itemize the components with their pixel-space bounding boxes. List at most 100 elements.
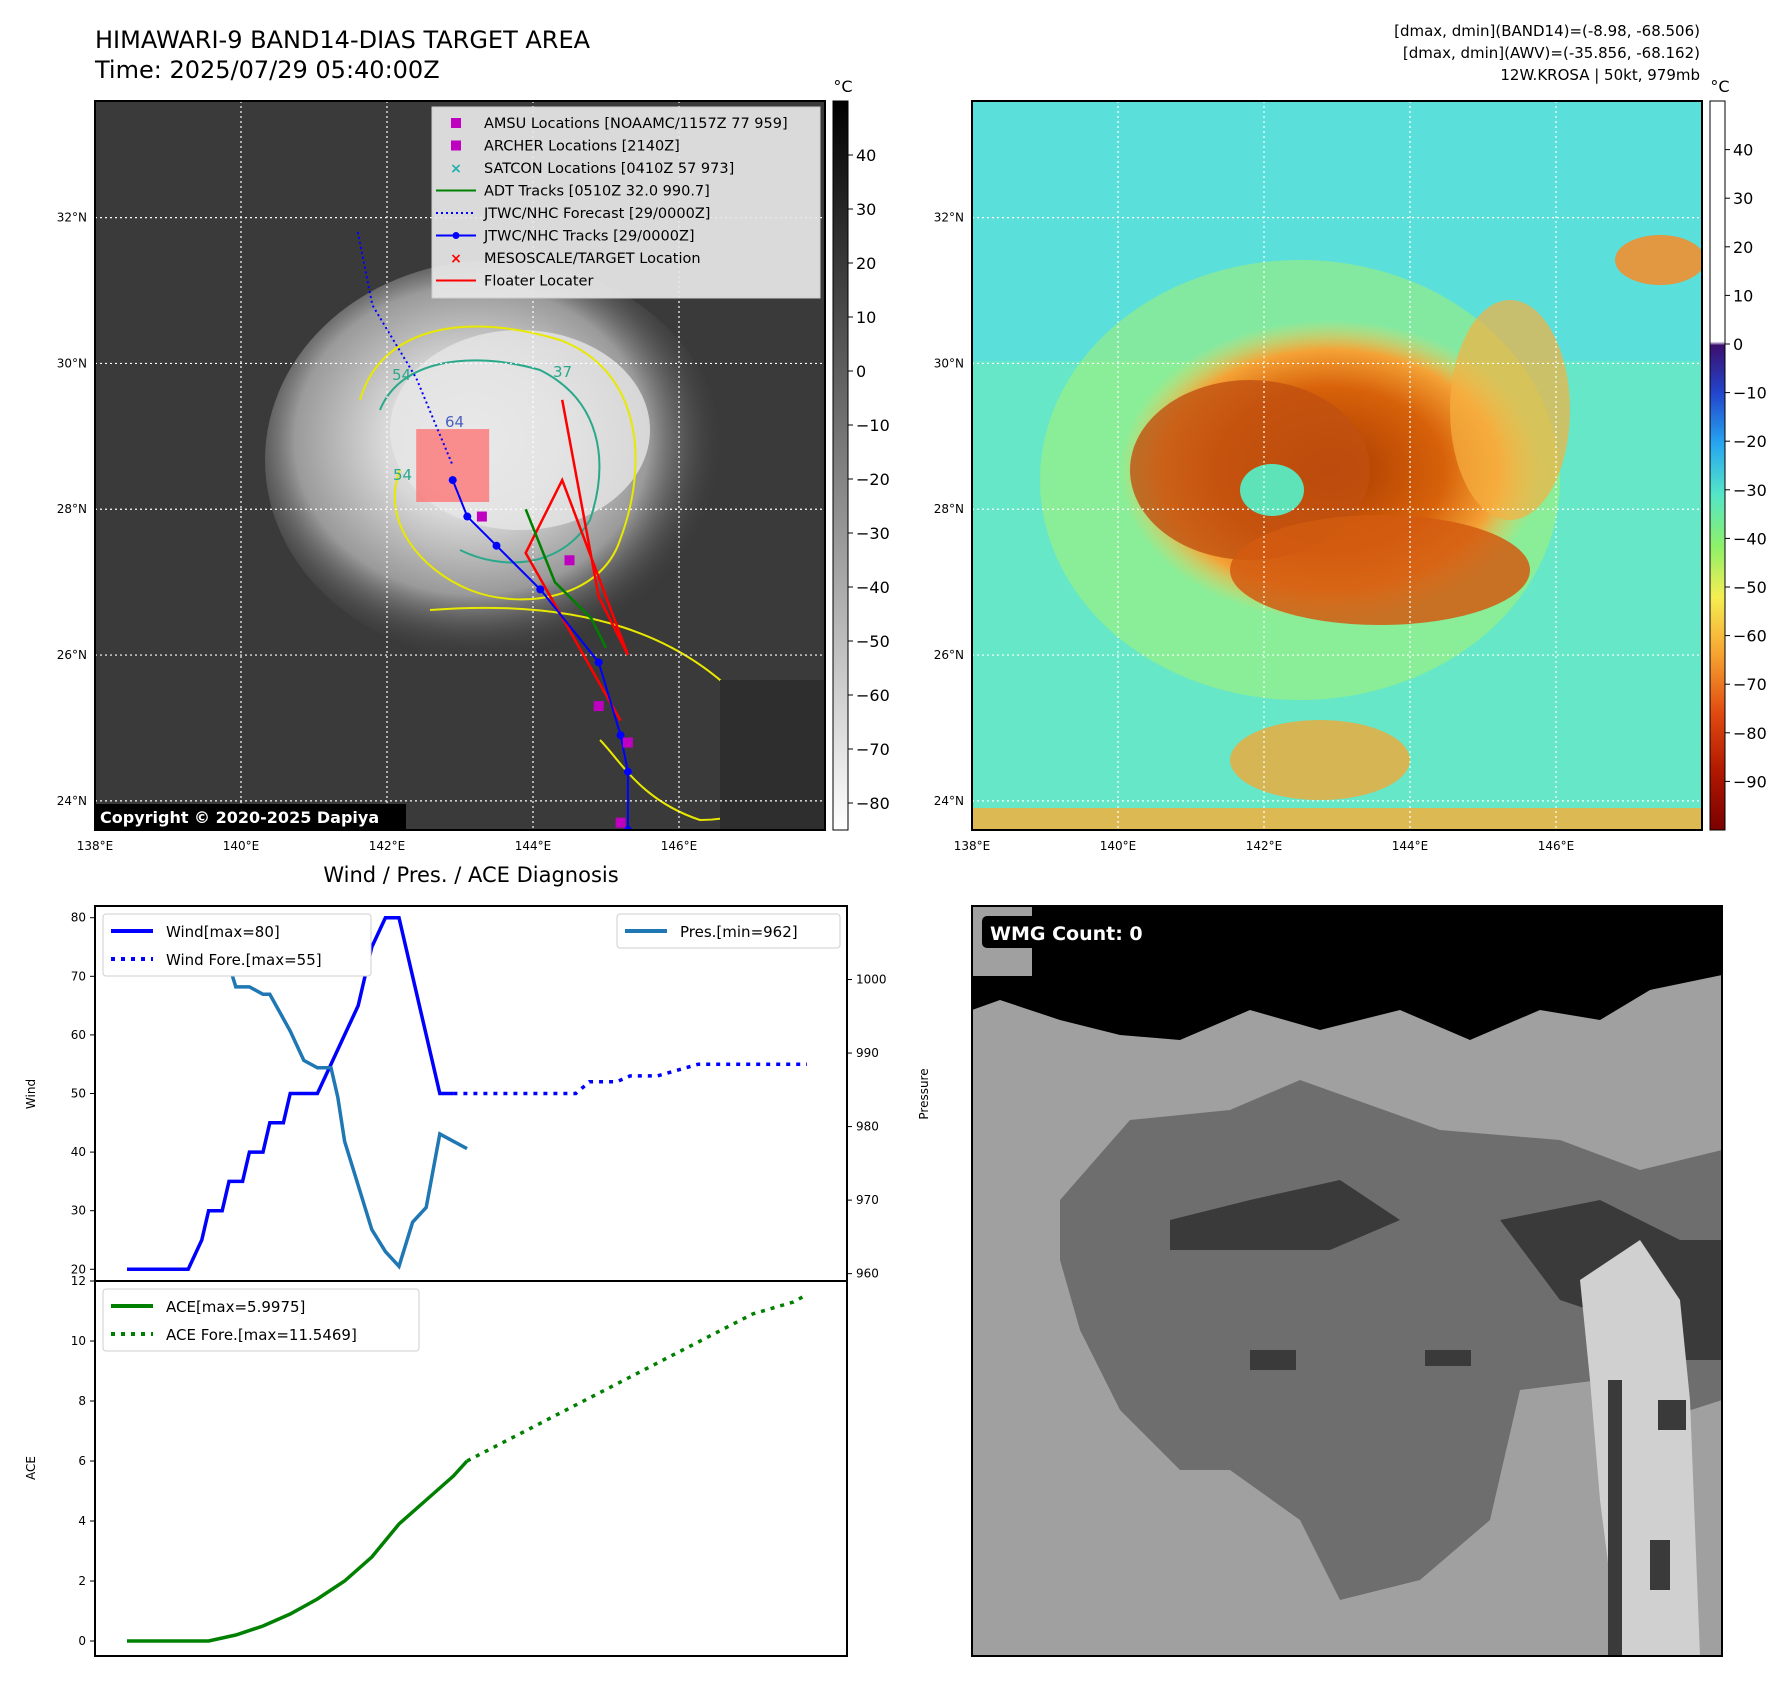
axis-tick-label: 970 [856,1193,879,1207]
colorbar-tick-label: 30 [856,200,876,219]
copyright-text: Copyright © 2020-2025 Dapiya [100,808,379,827]
jtwc-track-point [463,512,472,521]
colorbar-tick-label: 10 [856,308,876,327]
colorbar-tick-label: −90 [1733,772,1767,791]
colorbar-tick-label: 0 [1733,335,1743,354]
colorbar-tick-label: −40 [856,578,890,597]
colorbar-tick-label: 0 [856,362,866,381]
legend-label: JTWC/NHC Forecast [29/0000Z] [483,206,710,222]
ace-legend-label: ACE[max=5.9975] [166,1298,305,1316]
lat-tick-label: 26°N [934,648,964,662]
lat-tick-label: 32°N [934,211,964,225]
colorbar-tick-label: −30 [1733,481,1767,500]
contour-label: 64 [445,413,464,431]
axis-tick-label: 2 [78,1574,86,1588]
colorbar-left-ticks: 40 30 20 10 0 −10 −20 −30 −40 −50 −60 −70 −80 [848,146,890,813]
mesoscale-target-box [416,429,490,502]
colorbar-tick-label: −20 [1733,432,1767,451]
amsu-location [622,737,633,748]
wmg-dark-spot-2 [1425,1350,1471,1366]
colorbar-tick-label: −80 [1733,724,1767,743]
axis-tick-label: 10 [71,1334,86,1348]
amsu-location [564,555,575,566]
axis-tick-label: 6 [78,1454,86,1468]
lon-tick-label: 144°E [515,839,552,853]
awv-map-panel: 32°N 30°N 28°N 26°N 24°N 138°E 140°E 142°E 144°… [934,100,1703,853]
wind-legend-label: Wind[max=80] [166,923,280,941]
jtwc-track-point [448,476,457,485]
amsu-location [615,817,626,828]
contour-teal [379,359,601,564]
wmg-dark-cell-south [1650,1540,1670,1590]
lat-tick-label: 24°N [57,794,87,808]
jtwc-track-point [594,658,603,667]
axis-tick-label: 50 [71,1087,86,1101]
legend-label: SATCON Locations [0410Z 57 973] [484,161,734,177]
axis-tick-label: 0 [78,1634,86,1648]
diagnosis-title: Wind / Pres. / ACE Diagnosis [323,863,618,887]
contour-label: 54 [392,366,411,384]
copyright-box [95,804,406,830]
colorbar-tick-label: 20 [856,254,876,273]
jtwc-track-point [536,585,545,594]
axis-tick-label: 80 [71,911,86,925]
jtwc-track-point [616,731,625,740]
wmg-dark-band [1170,1180,1400,1250]
wind-pressure-chart: Wind Pressure 80 70 60 50 40 30 20 1000 990 980 9… [24,905,931,1282]
axis-tick-label: 980 [856,1120,879,1134]
colorbar-right-gradient [1709,100,1726,831]
lat-tick-label: 30°N [57,356,87,370]
wmg-dark-cell [1658,1400,1686,1430]
map-legend [431,106,821,299]
colorbar-right: °C 40 30 20 10 0 −10 −20 −30 −40 −50 −60 −70 −80 −90 [1709,77,1767,831]
wmg-label-box [982,916,1164,948]
awv-south-edge [972,808,1702,830]
legend-label: MESOSCALE/TARGET Location [484,251,701,267]
info-band14: [dmax, dmin](BAND14)=(-8.98, -68.506) [1394,22,1700,40]
wmg-dark-spot-1 [1250,1350,1296,1370]
lat-tick-label: 26°N [57,648,87,662]
axis-tick-label: 960 [856,1267,879,1281]
colorbar-tick-label: 10 [1733,286,1753,305]
lon-tick-label: 142°E [1246,839,1283,853]
ace-tick-labels: 12 10 8 6 4 2 0 [71,1274,95,1648]
amsu-location [476,511,487,522]
awv-eye [1240,464,1304,516]
ace-line [127,1459,469,1643]
ace-axis-label: ACE [24,1456,38,1480]
ir-map-corner [720,680,825,830]
colorbar-tick-label: −70 [1733,675,1767,694]
wind-forecast-line [453,1062,807,1096]
legend-label: JTWC/NHC Tracks [29/0000Z] [483,229,695,245]
lon-tick-label: 142°E [369,839,406,853]
lat-tick-label: 28°N [57,502,87,516]
wind-legend [102,913,372,977]
axis-tick-label: 30 [71,1204,86,1218]
axis-tick-label: 12 [71,1274,86,1288]
legend-marker-x: × [450,251,462,267]
colorbar-tick-label: 40 [856,146,876,165]
wind-line [127,915,454,1272]
jtwc-forecast-track [356,232,454,466]
axis-tick-label: 1000 [856,973,887,987]
ir-map-panel: 32°N 30°N 28°N 26°N 24°N 138°E 140°E 142°E 144°… [57,100,826,853]
figure-time: Time: 2025/07/29 05:40:00Z [95,56,440,84]
colorbar-tick-label: 40 [1733,141,1753,160]
info-storm: 12W.KROSA | 50kt, 979mb [1500,66,1700,84]
map-legend-entries: AMSU Locations [NOAAMC/1157Z 77 959] ARCH… [436,116,788,290]
colorbar-tick-label: −80 [856,794,890,813]
colorbar-left: °C 40 30 20 10 0 −10 −20 −30 −40 −50 −60 −70 −80 [832,77,890,831]
jtwc-track [451,479,629,830]
colorbar-tick-label: −50 [856,632,890,651]
ace-series [127,1292,808,1643]
legend-marker-square [451,140,461,151]
legend-label: ARCHER Locations [2140Z] [484,139,680,155]
colorbar-tick-label: 20 [1733,238,1753,257]
ace-chart: ACE 12 10 8 6 4 2 0 ACE[max=5.9975] ACE Fore.[… [24,1274,848,1657]
lat-tick-label: 32°N [57,211,87,225]
ace-fore-legend-label: ACE Fore.[max=11.5469] [166,1326,357,1344]
colorbar-tick-label: −10 [856,416,890,435]
map-gridlines-right [972,101,1702,830]
wind-tick-labels: 80 70 60 50 40 30 20 [71,911,95,1276]
